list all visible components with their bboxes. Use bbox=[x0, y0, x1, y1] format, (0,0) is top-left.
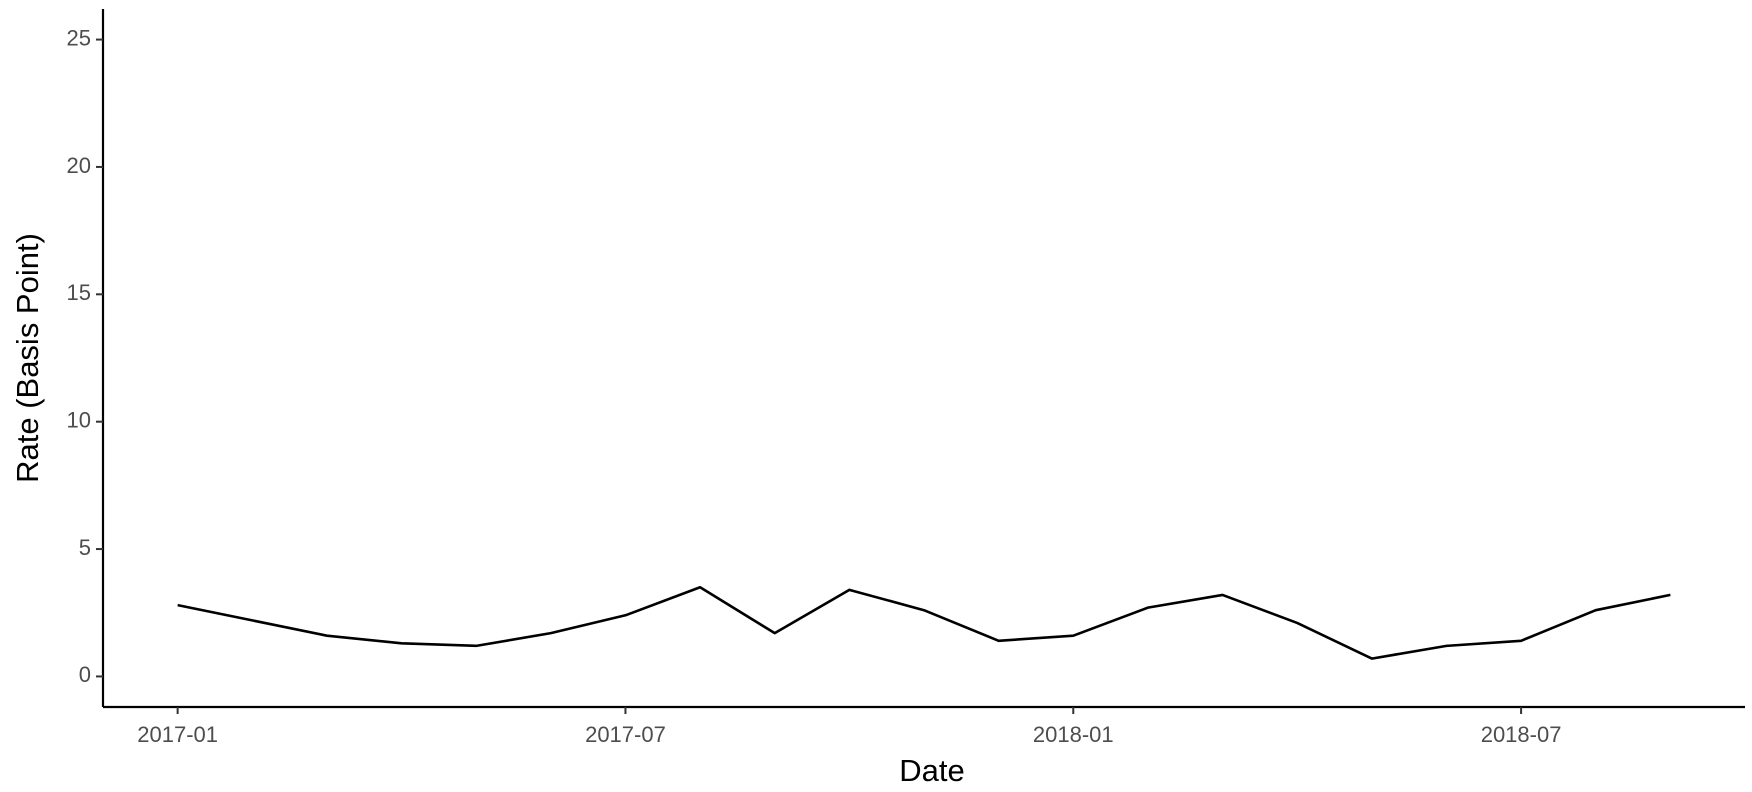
x-tick-label: 2018-07 bbox=[1481, 722, 1562, 747]
y-tick-label: 10 bbox=[67, 407, 91, 432]
y-tick-label: 20 bbox=[67, 153, 91, 178]
x-tick-label: 2017-01 bbox=[137, 722, 218, 747]
y-tick-label: 25 bbox=[67, 25, 91, 50]
line bbox=[177, 585, 1671, 660]
x-axis-title: Date bbox=[899, 753, 964, 788]
y-tick-label: 15 bbox=[67, 280, 91, 305]
x-tick-label: 2017-07 bbox=[585, 722, 666, 747]
y-tick-label: 0 bbox=[79, 662, 91, 687]
y-tick-label: 5 bbox=[79, 535, 91, 560]
y-axis-title: Rate (Basis Point) bbox=[10, 233, 45, 483]
x-tick-label: 2018-01 bbox=[1033, 722, 1114, 747]
